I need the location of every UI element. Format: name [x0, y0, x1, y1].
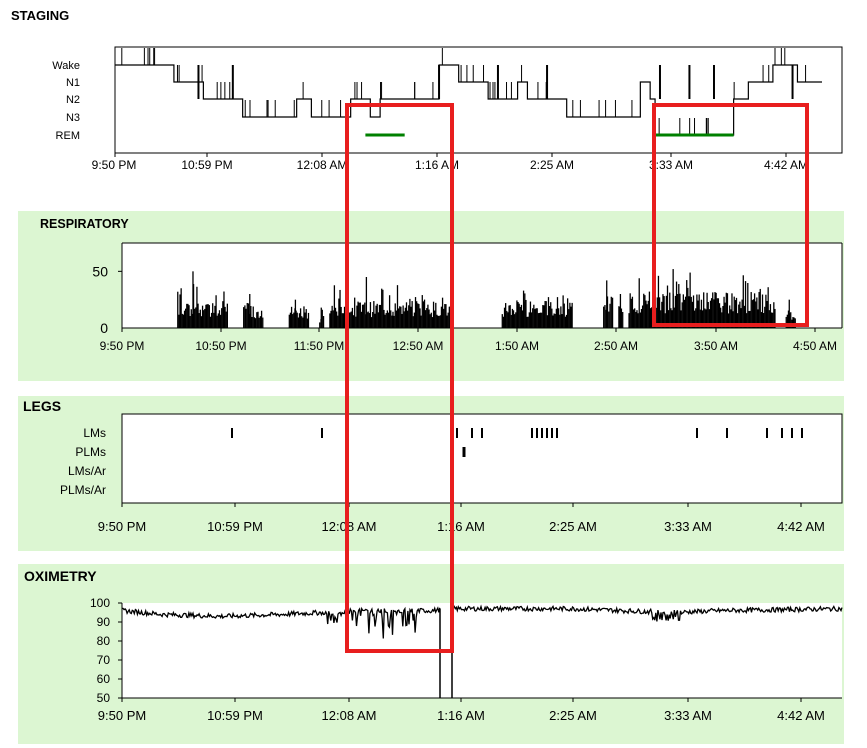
legs-time-label: 4:42 AM	[777, 519, 825, 534]
oximetry-title: OXIMETRY	[24, 568, 97, 584]
resp-time-label: 9:50 PM	[100, 339, 145, 353]
lm-event	[546, 428, 548, 438]
lm-event	[791, 428, 793, 438]
oxi-y-label: 90	[97, 615, 111, 629]
plm-event	[462, 447, 466, 457]
lm-event	[781, 428, 783, 438]
lm-event	[541, 428, 543, 438]
oxi-y-label: 50	[97, 691, 111, 705]
staging-title: STAGING	[11, 8, 70, 23]
resp-y-label: 0	[100, 320, 108, 336]
lm-event	[766, 428, 768, 438]
legs-row-label: PLMs/Ar	[60, 483, 106, 497]
oxi-time-label: 12:08 AM	[322, 708, 377, 723]
legs-time-label: 9:50 PM	[98, 519, 146, 534]
lm-event	[726, 428, 728, 438]
lm-event	[556, 428, 558, 438]
staging-time-label: 12:08 AM	[297, 158, 348, 172]
lm-event	[536, 428, 538, 438]
stage-label: N1	[66, 77, 80, 89]
legs-row-label: LMs	[83, 426, 106, 440]
lm-event	[471, 428, 473, 438]
lm-event	[551, 428, 553, 438]
oxi-time-label: 10:59 PM	[207, 708, 263, 723]
lm-event	[531, 428, 533, 438]
oxi-time-label: 4:42 AM	[777, 708, 825, 723]
resp-time-label: 1:50 AM	[495, 339, 539, 353]
resp-y-label: 50	[92, 263, 108, 279]
lm-event	[481, 428, 483, 438]
stage-label: N2	[66, 94, 80, 106]
staging-time-label: 10:59 PM	[181, 158, 232, 172]
resp-time-label: 11:50 PM	[294, 339, 344, 353]
oxi-y-label: 60	[97, 672, 111, 686]
resp-time-label: 3:50 AM	[694, 339, 738, 353]
oxi-y-label: 70	[97, 653, 111, 667]
legs-row-label: LMs/Ar	[68, 464, 106, 478]
lm-event	[801, 428, 803, 438]
stage-label: Wake	[52, 60, 80, 72]
stage-label: REM	[56, 130, 80, 142]
oxi-y-label: 100	[90, 596, 110, 610]
lm-event	[696, 428, 698, 438]
staging-time-label: 2:25 AM	[530, 158, 574, 172]
oxi-time-label: 9:50 PM	[98, 708, 146, 723]
legs-time-label: 3:33 AM	[664, 519, 712, 534]
stage-label: N3	[66, 112, 80, 124]
oxi-y-label: 80	[97, 634, 111, 648]
oxi-time-label: 2:25 AM	[549, 708, 597, 723]
legs-time-label: 2:25 AM	[549, 519, 597, 534]
legs-title: LEGS	[23, 398, 62, 414]
resp-time-label: 10:50 PM	[195, 339, 246, 353]
legs-time-label: 10:59 PM	[207, 519, 263, 534]
respiratory-title: RESPIRATORY	[40, 217, 129, 231]
staging-time-label: 9:50 PM	[92, 158, 137, 172]
legs-row-label: PLMs	[75, 445, 106, 459]
lm-event	[231, 428, 233, 438]
lm-event	[321, 428, 323, 438]
oximetry-plot-area	[122, 603, 842, 698]
resp-time-label: 4:50 AM	[793, 339, 837, 353]
resp-time-label: 2:50 AM	[594, 339, 638, 353]
oxi-time-label: 3:33 AM	[664, 708, 712, 723]
oxi-time-label: 1:16 AM	[437, 708, 485, 723]
lm-event	[456, 428, 458, 438]
